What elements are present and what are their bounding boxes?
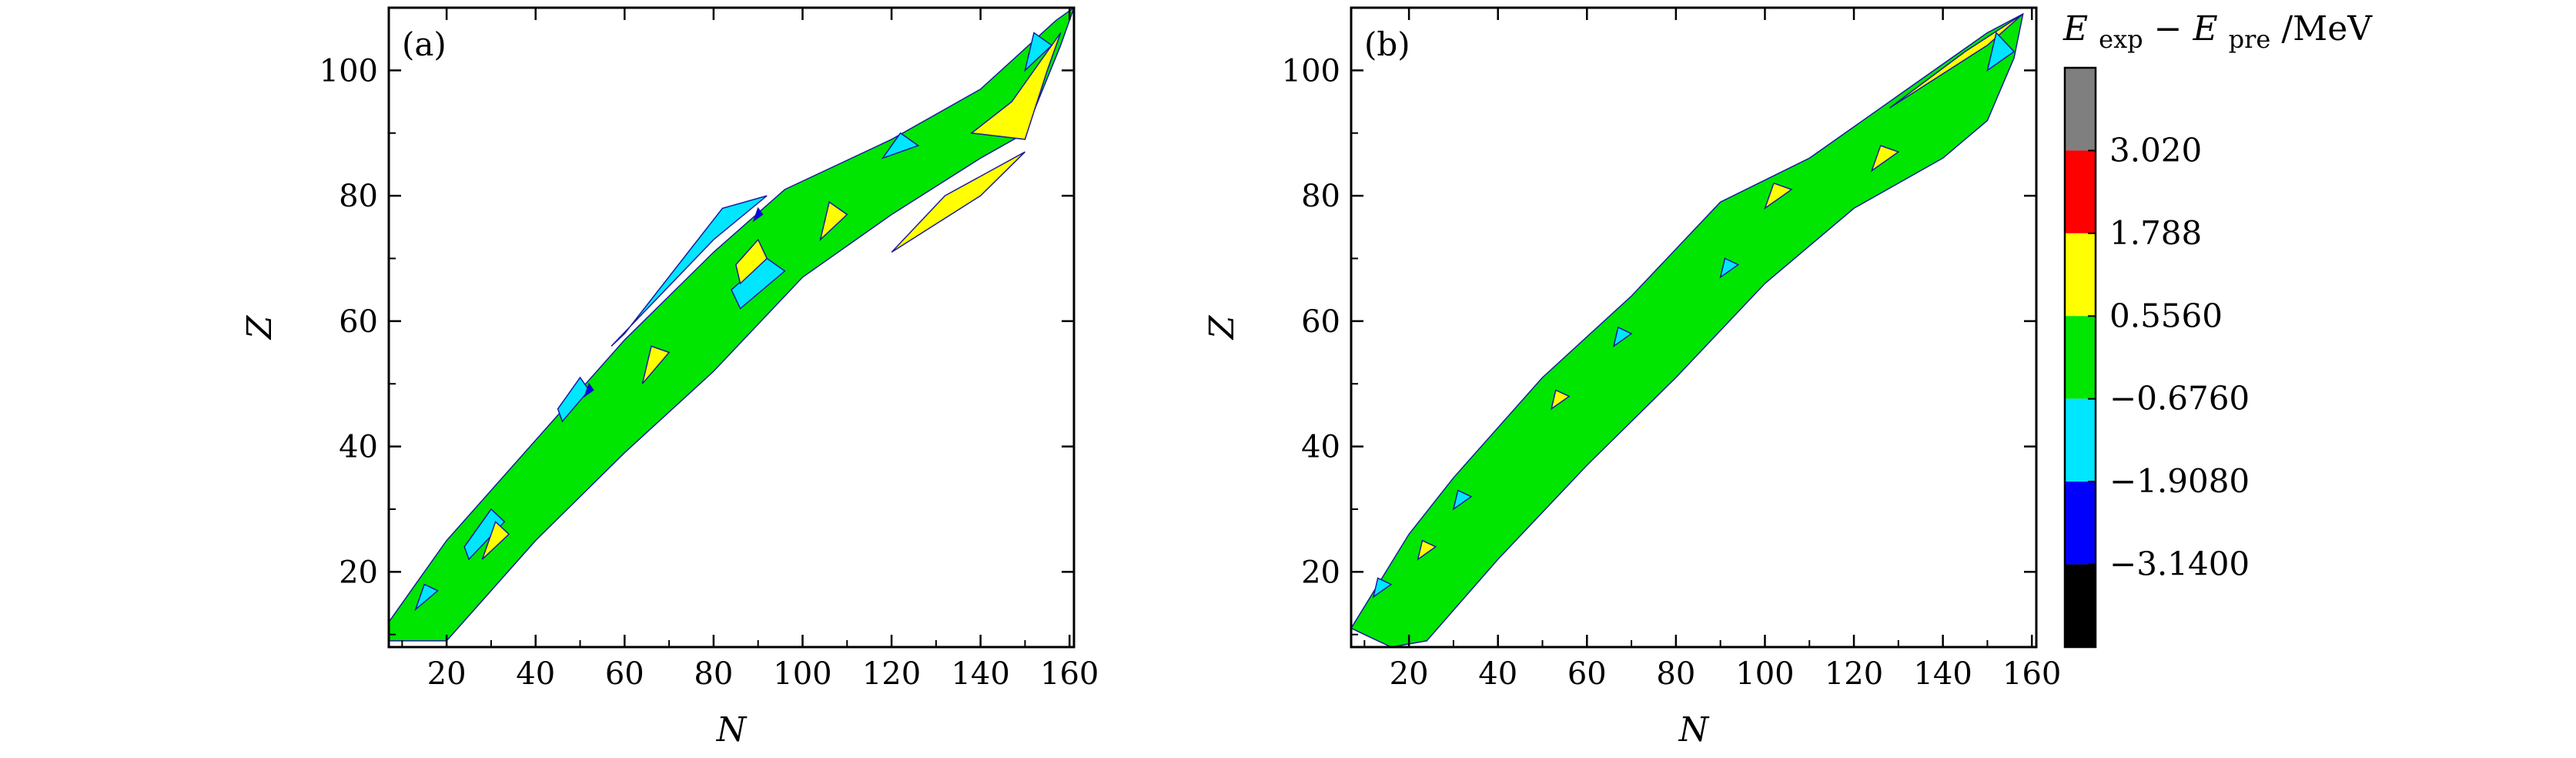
colorbar-swatch-6	[2065, 564, 2096, 647]
contour-feature-a-12	[819, 201, 848, 242]
colorbar-tick-label-2: 0.5560	[2109, 297, 2223, 334]
y-axis-title-a: Z	[240, 314, 279, 340]
x-tick-label-a-120: 120	[862, 656, 921, 692]
contour-feature-a-1	[891, 151, 1025, 253]
colorbar-swatch-1	[2065, 150, 2096, 233]
contour-feature-b-0	[1889, 13, 2024, 109]
x-tick-label-b-20: 20	[1390, 656, 1429, 692]
contour-feature-b-5	[1612, 326, 1633, 348]
y-tick-label-b-80: 80	[1301, 179, 1340, 214]
contour-feature-a-7	[481, 520, 510, 560]
contour-feature-a-5	[734, 238, 768, 285]
panel-b: 20 40 60 80 100 120 140 160 20 40 60 80 100 (b) N Z	[1203, 6, 2061, 750]
contour-feature-b-4	[1719, 257, 1740, 279]
colorbar-tick-label-5: −3.1400	[2109, 545, 2250, 583]
x-tick-label-b-120: 120	[1825, 656, 1883, 692]
x-tick-label-b-80: 80	[1656, 656, 1695, 692]
x-tick-label-b-140: 140	[1913, 656, 1972, 692]
x-tick-label-b-100: 100	[1735, 656, 1794, 692]
colorbar-title-symbol-1: E	[2062, 9, 2088, 49]
contour-feature-a-9	[1024, 32, 1053, 72]
x-tick-label-b-40: 40	[1478, 656, 1517, 692]
y-tick-label-a-60: 60	[339, 304, 378, 340]
ticks-b: 20 40 60 80 100 120 140 160 20 40 60 80 100	[1282, 7, 2061, 692]
colorbar-title-sub-pre: pre	[2229, 25, 2271, 54]
panel-label-b: (b)	[1364, 25, 1410, 63]
contour-region-b	[1351, 12, 2024, 647]
x-axis-title-b: N	[1678, 710, 1710, 750]
colorbar: E exp − E pre /MeV 3.020 1.788 0.5560 −0.67…	[2062, 9, 2373, 649]
colorbar-tick-label-1: 1.788	[2109, 214, 2202, 252]
contour-feature-b-9	[1372, 577, 1393, 599]
colorbar-labels: 3.020 1.788 0.5560 −0.6760 −1.9080 −3.1400	[2088, 131, 2250, 583]
x-tick-label-a-80: 80	[694, 656, 733, 692]
y-tick-label-b-40: 40	[1301, 430, 1340, 465]
colorbar-tick-label-3: −0.6760	[2109, 380, 2250, 418]
ticks-a: 20 40 60 80 100 120 140 160 20 40 60 80 100	[319, 7, 1099, 692]
contour-feature-a-3	[557, 376, 590, 423]
contour-feature-b-8	[1417, 539, 1437, 561]
colorbar-frame	[2063, 66, 2097, 649]
contour-feature-a-0	[970, 32, 1062, 140]
colorbar-title-sub-exp: exp	[2099, 25, 2143, 54]
contour-plot-a	[389, 8, 1074, 642]
colorbar-title-unit: /MeV	[2281, 9, 2373, 49]
contour-feature-b-6	[1550, 389, 1571, 411]
colorbar-swatch-0	[2065, 68, 2096, 151]
contour-feature-a-2	[611, 195, 768, 347]
panel-a: 20 40 60 80 100 120 140 160 20 40 60 80 100 (a) N Z	[240, 6, 1099, 750]
x-tick-label-a-20: 20	[427, 656, 467, 692]
colorbar-swatch-3	[2065, 316, 2096, 399]
contour-feature-a-8	[881, 132, 920, 159]
x-tick-label-a-140: 140	[951, 656, 1009, 692]
colorbar-title-minus: −	[2154, 9, 2183, 49]
panel-label-a: (a)	[402, 25, 447, 63]
x-tick-label-b-60: 60	[1567, 656, 1607, 692]
contour-feature-a-10	[414, 583, 439, 612]
x-tick-label-b-160: 160	[2002, 656, 2061, 692]
plot-frame-a	[387, 6, 1076, 649]
contour-plot-b	[1351, 12, 2024, 647]
colorbar-swatch-4	[2065, 398, 2096, 482]
colorbar-swatch-5	[2065, 481, 2096, 565]
y-tick-label-a-100: 100	[319, 53, 378, 89]
contour-feature-b-2	[1764, 182, 1793, 210]
y-tick-label-a-80: 80	[339, 179, 378, 214]
colorbar-tick-label-4: −1.9080	[2109, 462, 2250, 500]
plot-frame-b	[1350, 6, 2038, 649]
contour-feature-a-14	[752, 206, 764, 223]
y-tick-label-a-20: 20	[339, 555, 378, 590]
y-tick-label-b-20: 20	[1301, 555, 1340, 590]
y-tick-label-b-60: 60	[1301, 304, 1340, 340]
colorbar-swatch-2	[2065, 233, 2096, 317]
contour-feature-b-3	[1870, 145, 1900, 173]
x-tick-label-a-60: 60	[605, 656, 644, 692]
x-tick-label-a-40: 40	[516, 656, 555, 692]
contour-feature-b-7	[1452, 489, 1473, 511]
x-axis-title-a: N	[716, 710, 748, 750]
colorbar-swatches	[2063, 66, 2097, 649]
contour-feature-a-13	[583, 382, 594, 398]
y-tick-label-b-100: 100	[1282, 53, 1340, 89]
x-tick-label-a-160: 160	[1040, 656, 1099, 692]
x-tick-label-a-100: 100	[773, 656, 831, 692]
contour-feature-b-1	[1986, 31, 2016, 72]
contour-feature-a-11	[641, 345, 671, 384]
y-axis-title-b: Z	[1203, 314, 1242, 340]
colorbar-title: E exp − E pre /MeV	[2062, 9, 2373, 56]
colorbar-title-symbol-2: E	[2192, 9, 2217, 49]
colorbar-tick-label-0: 3.020	[2109, 131, 2202, 169]
y-tick-label-a-40: 40	[339, 430, 378, 465]
